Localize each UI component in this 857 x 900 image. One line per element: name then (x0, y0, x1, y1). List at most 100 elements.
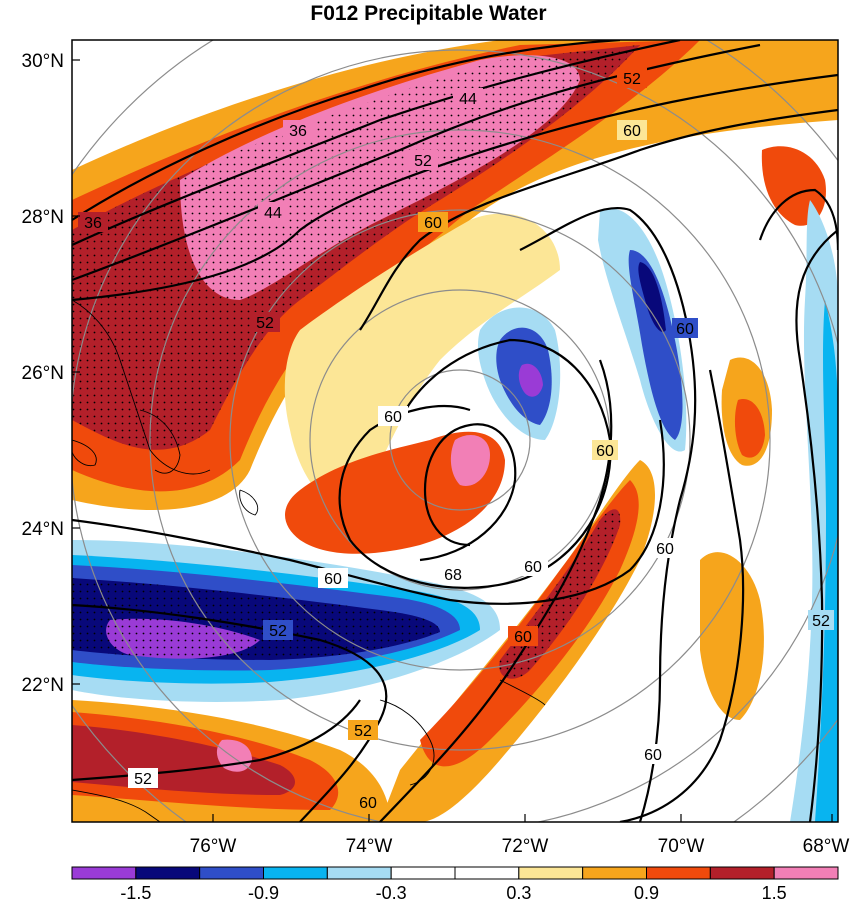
contour-label-bg (258, 202, 288, 222)
contour-label-bg (592, 440, 618, 460)
contour-line-52b (72, 73, 838, 302)
lon-tick-label: 72°W (502, 836, 549, 857)
shade-purple-mid (518, 363, 543, 397)
contour-label-bg (438, 564, 468, 584)
lat-tick-label: 26°N (22, 363, 64, 384)
colorbar-box (773, 866, 839, 880)
contour-label: 52 (812, 613, 830, 630)
contour-line-52 (72, 43, 761, 282)
coastline (239, 489, 259, 516)
shade-orange-east-band (700, 552, 764, 720)
contour-label: 44 (459, 91, 477, 108)
contour-label-bg (453, 88, 483, 108)
contour-label: 52 (256, 315, 274, 332)
contour-label: 60 (596, 443, 614, 460)
colorbar-label: -1.5 (120, 883, 151, 900)
shade-navy-east (638, 262, 666, 332)
contour-label-bg (652, 538, 678, 558)
page-title: F012 Precipitable Water (310, 2, 547, 25)
colorbar-box (454, 866, 520, 880)
contour-label: 52 (623, 71, 641, 88)
contour-line-36 (72, 40, 621, 221)
contour-labels: 36 44 52 60 36 44 52 52 60 60 (78, 68, 834, 812)
contour-line-60-far-east (619, 369, 745, 822)
contour-label: 52 (414, 153, 432, 170)
colorbar-label: 0.3 (506, 883, 531, 900)
colorbar-label: 1.5 (762, 883, 787, 900)
coastline (72, 299, 211, 475)
contour-label-bg (318, 568, 348, 588)
contour-line-60-north (359, 108, 838, 331)
contour-label: 52 (134, 771, 152, 788)
colorbar-box (135, 866, 201, 880)
shade-blue-east-edge (815, 300, 838, 822)
colorbar-box (390, 866, 456, 880)
contour-line-60-south (72, 419, 665, 605)
shade-red-east-blob (734, 399, 765, 458)
coastline (499, 679, 546, 706)
range-ring (229, 209, 691, 671)
shade-yellow-centre (284, 213, 560, 506)
contour-label: 44 (264, 205, 282, 222)
contour-label: 60 (644, 747, 662, 764)
contour-label-bg (353, 792, 383, 812)
range-ring (389, 369, 531, 511)
contour-label-bg (250, 312, 280, 332)
shade-darkred-sw (72, 725, 295, 795)
contour-lines (72, 40, 838, 822)
contour-label: 68 (444, 567, 462, 584)
contour-line-44 (72, 40, 681, 246)
contour-label: 60 (384, 409, 402, 426)
colorbar-box (518, 866, 584, 880)
contour-label-bg (128, 768, 158, 788)
contour-label: 36 (289, 123, 307, 140)
stipple-south (72, 578, 440, 660)
lat-tick-label: 24°N (22, 519, 64, 540)
colorbar-box (326, 866, 392, 880)
lat-tick-label: 28°N (22, 207, 64, 228)
contour-label: 60 (359, 795, 377, 812)
contour-label-bg (283, 120, 313, 140)
colorbar-box (263, 866, 328, 880)
colorbar-box (709, 866, 775, 880)
lat-tick-label: 30°N (22, 51, 64, 72)
colorbar-box (582, 866, 648, 880)
shade-pink-swirl (450, 435, 490, 486)
contour-label: 60 (656, 541, 674, 558)
coastlines (72, 299, 546, 822)
contour-label-bg (78, 212, 108, 232)
contour-label: 52 (269, 623, 287, 640)
contour-label: 60 (514, 629, 532, 646)
contour-label-bg (638, 744, 668, 764)
contour-label: 60 (676, 321, 694, 338)
colorbar-box (71, 866, 137, 880)
lon-tick-label: 68°W (803, 836, 850, 857)
contour-label-bg (672, 318, 698, 338)
latitude-axis: 30°N 28°N 26°N 24°N 22°N (22, 51, 80, 696)
contour-line-52-south (72, 603, 388, 822)
contour-label-bg (808, 610, 834, 630)
contour-line-60-diag (379, 359, 613, 822)
contour-line-52-east (795, 229, 838, 822)
contour-label: 60 (424, 215, 442, 232)
lat-tick-label: 22°N (22, 675, 64, 696)
shade-red-swirl (285, 431, 505, 554)
shade-blue-east (628, 250, 683, 440)
coastline (139, 409, 181, 474)
colorbar-box (199, 866, 265, 880)
contour-label-bg (418, 212, 448, 232)
contour-label-bg (617, 120, 647, 140)
contour-label-bg (518, 556, 548, 576)
lon-tick-label: 76°W (190, 836, 237, 857)
colorbar-label: 0.9 (634, 883, 659, 900)
contour-label: 36 (84, 215, 102, 232)
contour-label-bg (408, 150, 438, 170)
contour-line-68 (419, 423, 517, 562)
lon-tick-label: 74°W (346, 836, 393, 857)
colorbar: -1.5 -0.9 -0.3 0.3 0.9 1.5 (71, 866, 839, 900)
contour-label: 60 (324, 571, 342, 588)
range-ring (72, 49, 838, 822)
contour-line-60-centre (338, 338, 612, 589)
